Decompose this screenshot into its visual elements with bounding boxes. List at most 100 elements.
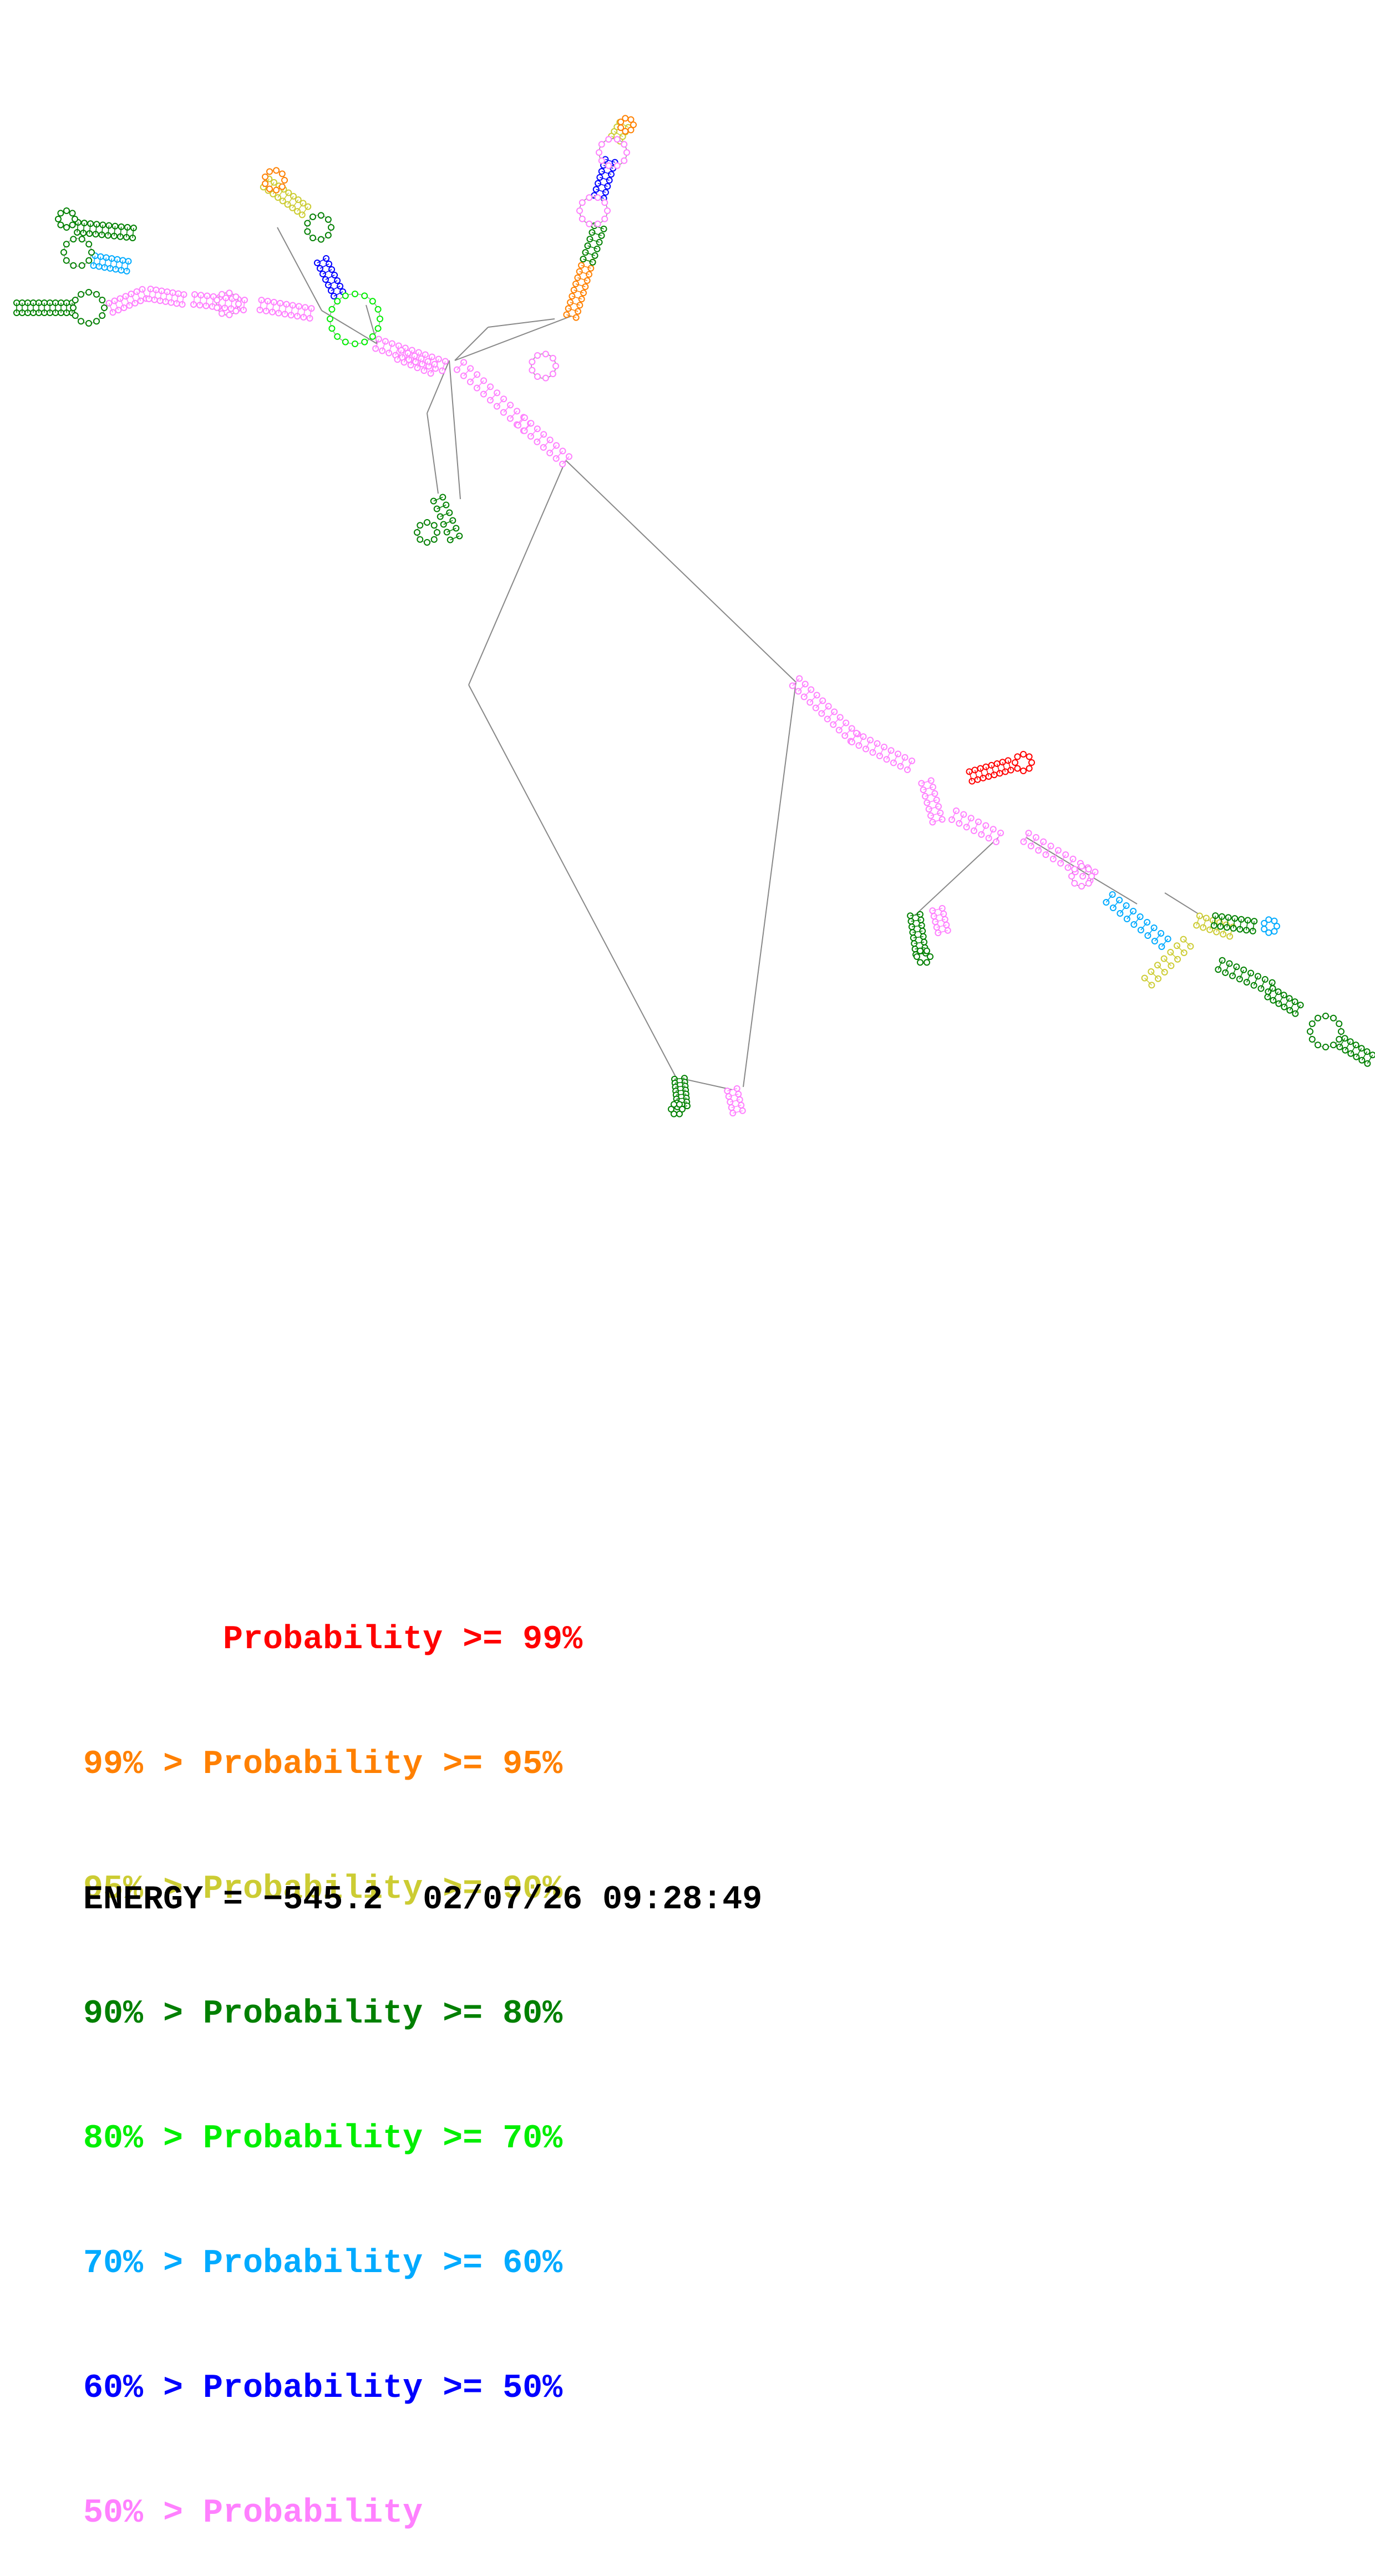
base-pair bbox=[119, 298, 125, 308]
energy-value: −545.2 bbox=[263, 1881, 383, 1919]
base-pair bbox=[126, 227, 128, 237]
nucleotide bbox=[1026, 753, 1033, 760]
nucleotide bbox=[139, 286, 146, 293]
nucleotide bbox=[328, 306, 336, 313]
nucleotide bbox=[72, 216, 78, 222]
base-pair bbox=[601, 171, 612, 175]
nucleotide bbox=[317, 236, 324, 243]
base-pair bbox=[417, 358, 422, 368]
base-pair bbox=[1053, 850, 1059, 860]
nucleotide bbox=[621, 141, 628, 148]
helix bbox=[372, 336, 449, 374]
nucleotide bbox=[55, 216, 62, 222]
base-pair bbox=[1267, 988, 1273, 998]
nucleotide bbox=[232, 307, 240, 314]
nucleotide bbox=[334, 333, 341, 340]
base-pair bbox=[605, 159, 615, 163]
base-pair bbox=[1232, 966, 1237, 976]
base-pair bbox=[317, 258, 327, 263]
base-pair bbox=[130, 293, 136, 303]
base-pair bbox=[543, 439, 551, 448]
nucleotide bbox=[57, 221, 64, 228]
nucleotide bbox=[1085, 880, 1092, 887]
nucleotide bbox=[529, 367, 536, 374]
base-pair bbox=[322, 269, 332, 275]
base-pair bbox=[980, 768, 984, 779]
base-pair bbox=[433, 496, 443, 502]
base-pair bbox=[1113, 900, 1120, 908]
base-pair bbox=[1176, 945, 1185, 953]
base-pair bbox=[114, 226, 116, 236]
base-pair bbox=[193, 294, 195, 305]
nucleotide bbox=[85, 257, 93, 264]
nucleotide bbox=[304, 228, 311, 235]
nucleotide bbox=[417, 522, 424, 529]
base-pair bbox=[430, 364, 435, 374]
nucleotide bbox=[70, 236, 77, 243]
nucleotide bbox=[262, 173, 269, 180]
base-pair bbox=[1361, 1051, 1368, 1061]
loop bbox=[529, 350, 559, 382]
base-pair bbox=[1356, 1048, 1362, 1058]
base-pair bbox=[470, 374, 478, 383]
base-pair bbox=[259, 299, 262, 311]
nucleotide bbox=[598, 141, 605, 148]
base-pair bbox=[104, 257, 107, 268]
nucleotide bbox=[63, 224, 70, 231]
loop bbox=[1012, 751, 1035, 774]
backbone-segment bbox=[454, 327, 489, 361]
helix bbox=[929, 905, 951, 937]
nucleotide bbox=[668, 1106, 674, 1112]
base-pair bbox=[120, 260, 124, 271]
base-pair bbox=[1150, 971, 1159, 979]
nucleotide bbox=[352, 291, 358, 297]
nucleotide bbox=[414, 529, 420, 536]
backbone-segment bbox=[277, 227, 322, 311]
base-pair bbox=[1157, 964, 1165, 973]
base-pair bbox=[988, 829, 994, 839]
base-pair bbox=[243, 299, 245, 311]
base-pair bbox=[991, 765, 995, 775]
base-pair bbox=[996, 832, 1001, 842]
nucleotide bbox=[1336, 1020, 1343, 1027]
nucleotide bbox=[594, 194, 601, 201]
base-pair bbox=[932, 819, 942, 823]
base-pair bbox=[159, 291, 163, 301]
base-pair bbox=[136, 291, 141, 301]
nucleotide bbox=[352, 341, 358, 347]
nucleotide bbox=[552, 363, 559, 369]
base-pair bbox=[556, 450, 564, 459]
nucleotide bbox=[361, 338, 368, 346]
backbone-segment bbox=[449, 360, 461, 500]
nucleotide bbox=[1308, 1020, 1316, 1027]
base-pair bbox=[1140, 922, 1148, 931]
base-pair bbox=[496, 398, 504, 407]
nucleotide bbox=[598, 157, 605, 164]
base-pair bbox=[592, 232, 602, 236]
base-pair bbox=[395, 346, 399, 355]
nucleotide bbox=[1014, 753, 1021, 760]
base-pair bbox=[936, 924, 947, 928]
nucleotide bbox=[60, 249, 67, 256]
base-pair bbox=[815, 700, 823, 709]
legend-row-p95: 99% > Probability >= 95% bbox=[83, 1746, 563, 1784]
base-pair bbox=[951, 810, 957, 820]
base-pair bbox=[282, 192, 289, 201]
nucleotide bbox=[1028, 759, 1035, 766]
backbone-segment bbox=[427, 413, 439, 494]
base-pair bbox=[600, 177, 610, 181]
base-pair bbox=[309, 308, 312, 319]
nucleotide bbox=[374, 325, 382, 332]
base-pair bbox=[1246, 920, 1249, 931]
nucleotide bbox=[572, 280, 580, 287]
nucleotide bbox=[434, 529, 440, 536]
nucleotide bbox=[101, 304, 108, 311]
nucleotide bbox=[430, 522, 438, 529]
base-pair bbox=[973, 821, 979, 831]
base-pair bbox=[1260, 979, 1266, 989]
nucleotide bbox=[334, 298, 341, 305]
base-pair bbox=[804, 689, 811, 698]
nucleotide bbox=[324, 216, 332, 223]
base-pair bbox=[844, 728, 853, 736]
legend-row-p80: 90% > Probability >= 80% bbox=[83, 1995, 563, 2033]
